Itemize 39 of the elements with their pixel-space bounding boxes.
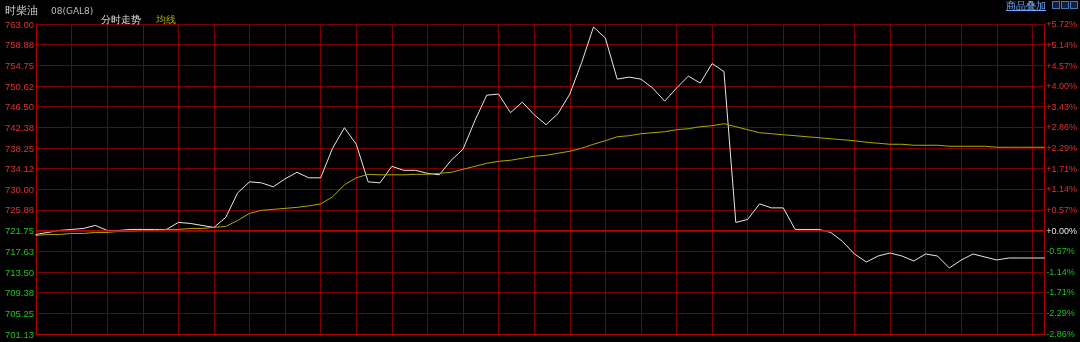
y-tick-label: 730.00 <box>4 183 34 195</box>
y2-tick-label: -1.71% <box>1046 287 1075 298</box>
y2-tick-label: +1.14% <box>1046 184 1078 195</box>
y-tick-label: 746.50 <box>4 101 34 113</box>
line-series <box>35 26 1045 269</box>
line-series <box>35 123 1045 236</box>
y-tick-label: 713.50 <box>4 266 34 278</box>
y2-tick-label: -0.57% <box>1046 246 1075 257</box>
chart-title: 时柴油 <box>5 4 38 17</box>
y-tick-label: 705.25 <box>4 307 34 319</box>
y2-tick-label: -2.29% <box>1046 308 1075 319</box>
y2-tick-label: +1.71% <box>1046 163 1078 174</box>
y-tick-label: 742.38 <box>4 121 34 133</box>
y2-tick-label: +4.00% <box>1046 81 1078 92</box>
y2-tick-label: +2.29% <box>1046 142 1078 153</box>
y-tick-label: 717.63 <box>4 245 34 257</box>
y2-tick-label: +0.00% <box>1046 225 1078 236</box>
y-tick-label: 754.75 <box>4 59 34 71</box>
y2-tick-label: +5.72% <box>1046 19 1078 29</box>
y-tick-label: 721.75 <box>4 225 34 237</box>
y-tick-label: 709.38 <box>4 287 34 299</box>
y2-tick-label: -1.14% <box>1046 266 1075 277</box>
y2-tick-label: +0.57% <box>1046 205 1078 216</box>
y2-tick-label: +2.86% <box>1046 122 1078 133</box>
y2-tick-label: +3.43% <box>1046 101 1078 112</box>
y-tick-label: 750.62 <box>4 80 34 92</box>
y-tick-label: 738.25 <box>4 142 34 154</box>
y-tick-label: 758.88 <box>4 39 34 51</box>
y2-tick-label: -2.86% <box>1046 329 1075 339</box>
text: 分时走势 <box>101 13 141 25</box>
chart-subtitle: 08(GAL8) <box>51 5 94 16</box>
y-tick-label: 701.13 <box>4 328 34 340</box>
text: 均线 <box>155 13 176 25</box>
y-tick-label: 734.12 <box>4 163 34 175</box>
text: 商品叠加 <box>1006 0 1046 12</box>
y2-tick-label: +4.57% <box>1046 60 1078 71</box>
y-tick-label: 763.00 <box>4 18 34 30</box>
y-tick-label: 725.88 <box>4 204 34 216</box>
y2-tick-label: +5.14% <box>1046 39 1078 50</box>
